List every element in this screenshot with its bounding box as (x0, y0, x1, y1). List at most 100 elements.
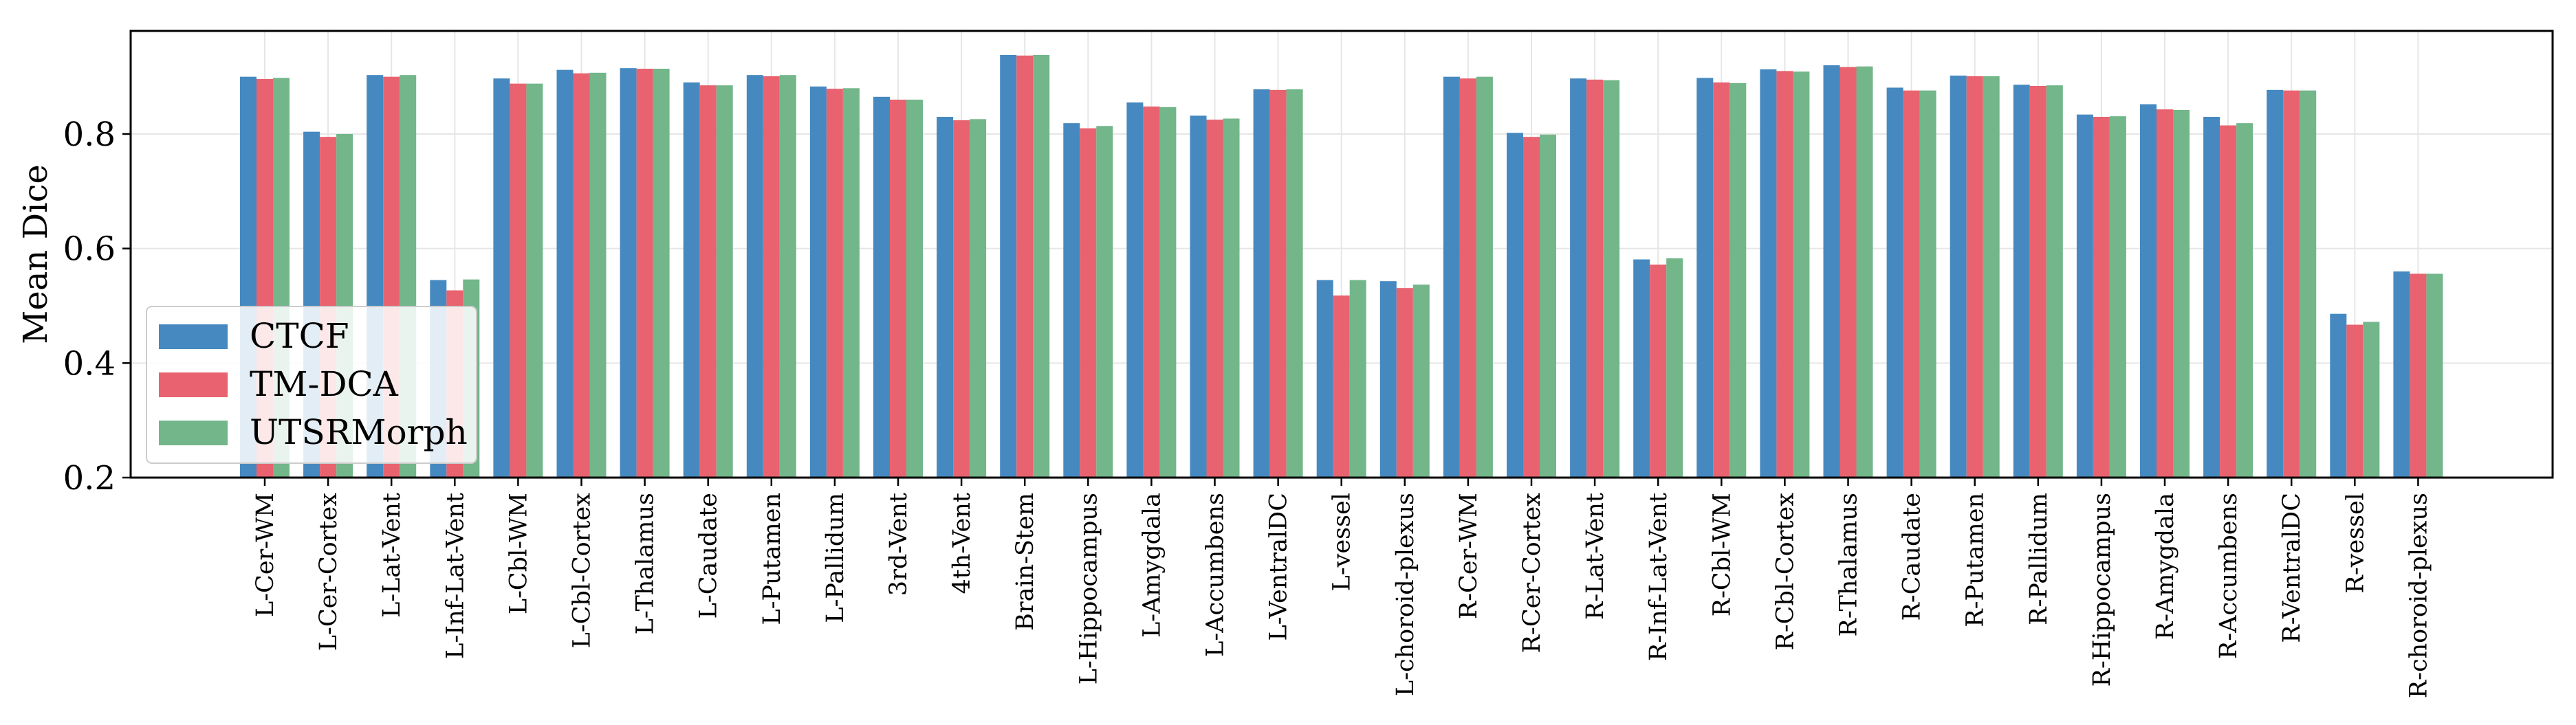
x-tick-label: L-VentralDC (1265, 493, 1293, 641)
bar-CTCF-R-VentralDC (2267, 89, 2284, 478)
x-tick-label: R-Cer-WM (1455, 493, 1483, 619)
bar-UTSRMorph-R-Cer-WM (1476, 76, 1493, 478)
bar-TM-DCA-R-choroid-plexus (2410, 274, 2427, 478)
x-tick-label: R-VentralDC (2278, 493, 2306, 643)
bar-UTSRMorph-R-Lat-Vent (1603, 80, 1620, 478)
bar-CTCF-R-Lat-Vent (1570, 78, 1587, 478)
x-tick-label: L-Lat-Vent (378, 493, 406, 618)
x-tick-label: R-Cbl-Cortex (1771, 493, 1799, 651)
bar-UTSRMorph-L-Hippocampus (1096, 126, 1113, 478)
bar-UTSRMorph-L-Pallidum (842, 88, 860, 478)
bar-CTCF-Brain-Stem (1000, 55, 1017, 478)
bar-TM-DCA-R-Cbl-WM (1713, 82, 1730, 478)
bar-TM-DCA-L-Thalamus (636, 69, 653, 478)
bar-TM-DCA-Brain-Stem (1016, 55, 1034, 478)
x-tick-label: L-Cbl-Cortex (569, 493, 596, 649)
bar-TM-DCA-L-Pallidum (826, 89, 843, 478)
bar-CTCF-R-Accumbens (2203, 117, 2220, 478)
bar-UTSRMorph-R-VentralDC (2300, 90, 2317, 478)
bar-UTSRMorph-L-Amygdala (1159, 107, 1177, 478)
legend-label-UTSRMorph: UTSRMorph (250, 412, 468, 452)
x-tick-label: L-vessel (1329, 493, 1356, 591)
bar-TM-DCA-R-Cer-Cortex (1523, 137, 1540, 478)
x-axis: L-Cer-WM L-Cer-Cortex L-Lat-Vent L-Inf-Lat-… (252, 478, 2432, 698)
x-tick-label: R-Accumbens (2215, 493, 2242, 659)
bar-UTSRMorph-R-Thalamus (1856, 66, 1873, 478)
bar-UTSRMorph-R-vessel (2363, 322, 2380, 478)
bar-UTSRMorph-Brain-Stem (1033, 55, 1050, 478)
bar-TM-DCA-R-vessel (2346, 324, 2364, 478)
x-tick-label: L-Amygdala (1138, 493, 1166, 638)
x-tick-label: 3rd-Vent (885, 493, 913, 596)
x-tick-label: R-Cbl-WM (1708, 493, 1736, 616)
bar-UTSRMorph-R-Putamen (1983, 76, 2000, 478)
bar-UTSRMorph-L-VentralDC (1286, 89, 1303, 478)
x-tick-label: L-Thalamus (632, 493, 659, 634)
bar-TM-DCA-R-Accumbens (2220, 125, 2237, 478)
bar-UTSRMorph-L-Cbl-WM (526, 83, 543, 478)
bar-UTSRMorph-L-Putamen (779, 75, 796, 478)
legend-label-TM-DCA: TM-DCA (250, 364, 399, 404)
x-tick-label: R-Putamen (1962, 493, 1989, 627)
bar-CTCF-3rd-Vent (873, 96, 890, 478)
bar-CTCF-R-Inf-Lat-Vent (1633, 259, 1650, 478)
legend: CTCF TM-DCA UTSRMorph (146, 306, 477, 464)
bar-TM-DCA-L-Putamen (763, 76, 780, 478)
bar-CTCF-R-Amygdala (2140, 104, 2157, 478)
x-tick-label: L-Cer-WM (252, 493, 279, 617)
legend-label-CTCF: CTCF (250, 316, 349, 356)
bar-TM-DCA-R-Pallidum (2029, 86, 2046, 478)
bar-UTSRMorph-R-Accumbens (2236, 123, 2253, 478)
bar-TM-DCA-L-choroid-plexus (1396, 288, 1413, 478)
x-tick-label: R-vessel (2342, 493, 2369, 594)
bar-UTSRMorph-R-Cer-Cortex (1540, 134, 1556, 478)
bar-TM-DCA-L-Cbl-WM (510, 83, 527, 478)
bar-TM-DCA-R-Caudate (1903, 90, 1920, 478)
bar-CTCF-L-Putamen (746, 75, 763, 478)
bar-TM-DCA-R-Cer-WM (1459, 78, 1476, 478)
bar-TM-DCA-R-Lat-Vent (1586, 79, 1604, 478)
bar-CTCF-L-Pallidum (809, 86, 827, 478)
bar-TM-DCA-3rd-Vent (890, 100, 906, 478)
x-tick-label: 4th-Vent (948, 493, 976, 594)
bar-CTCF-R-choroid-plexus (2393, 271, 2410, 478)
bar-UTSRMorph-R-Cbl-WM (1729, 82, 1747, 478)
bar-CTCF-R-Cbl-WM (1696, 78, 1714, 478)
bar-CTCF-L-Accumbens (1190, 115, 1207, 478)
bar-CTCF-L-Thalamus (620, 68, 637, 478)
bar-TM-DCA-L-VentralDC (1269, 89, 1287, 478)
bar-TM-DCA-R-Amygdala (2157, 109, 2173, 478)
x-tick-label: Brain-Stem (1012, 493, 1039, 631)
bar-UTSRMorph-4th-Vent (970, 119, 987, 478)
bar-CTCF-R-vessel (2330, 313, 2347, 478)
bar-group (240, 55, 2443, 478)
bar-TM-DCA-L-Hippocampus (1080, 128, 1097, 478)
bar-CTCF-L-Cbl-WM (493, 78, 510, 478)
y-tick-label: 0.8 (63, 115, 116, 154)
bar-UTSRMorph-L-Accumbens (1223, 118, 1240, 478)
x-tick-label: R-Amygdala (2152, 493, 2179, 640)
x-tick-label: L-Putamen (758, 493, 786, 625)
bar-CTCF-R-Cbl-Cortex (1760, 69, 1777, 478)
bar-UTSRMorph-L-choroid-plexus (1412, 285, 1430, 478)
x-tick-label: L-Accumbens (1202, 493, 1230, 657)
bar-CTCF-L-Hippocampus (1063, 123, 1080, 478)
x-tick-label: L-Hippocampus (1075, 493, 1102, 684)
bar-TM-DCA-R-Cbl-Cortex (1776, 71, 1793, 478)
legend-swatch-CTCF (159, 324, 228, 349)
bar-TM-DCA-L-Cbl-Cortex (573, 73, 590, 478)
bar-CTCF-L-Cbl-Cortex (556, 69, 574, 478)
bar-TM-DCA-R-Thalamus (1840, 67, 1857, 478)
x-tick-label: R-Cer-Cortex (1518, 493, 1546, 654)
bar-CTCF-L-Amygdala (1126, 102, 1144, 478)
bar-UTSRMorph-R-Hippocampus (2109, 116, 2126, 478)
legend-swatch-UTSRMorph (159, 421, 228, 445)
x-tick-label: R-Hippocampus (2088, 493, 2116, 687)
bar-TM-DCA-L-Caudate (699, 85, 717, 478)
x-tick-label: L-Inf-Lat-Vent (441, 493, 469, 659)
bar-CTCF-R-Thalamus (1823, 65, 1840, 478)
bar-TM-DCA-R-Hippocampus (2093, 117, 2110, 478)
bar-UTSRMorph-L-Cbl-Cortex (589, 72, 607, 478)
bar-CTCF-L-VentralDC (1253, 89, 1270, 478)
